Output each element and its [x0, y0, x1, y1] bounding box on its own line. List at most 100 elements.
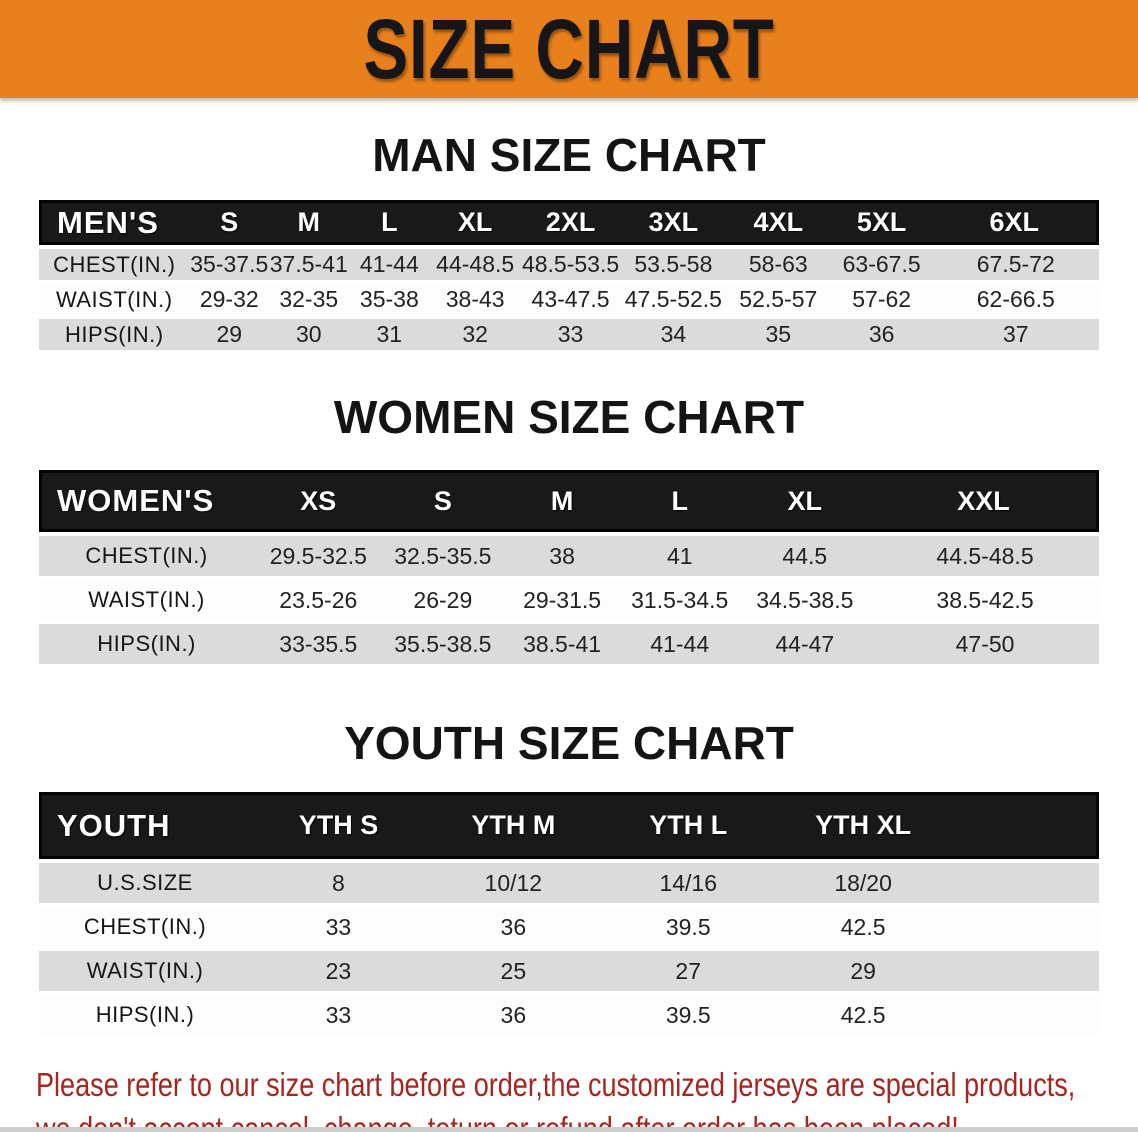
- table-row: HIPS(IN.) 29 30 31 32 33 34 35 36 37: [39, 319, 1099, 350]
- row-label: CHEST(IN.): [39, 249, 190, 280]
- column-header: YTH XL: [775, 792, 951, 859]
- mens-table-header-row: MEN'S S M L XL 2XL 3XL 4XL 5XL 6XL: [39, 200, 1099, 245]
- size-value: 33: [251, 907, 426, 947]
- size-value: 26-29: [382, 580, 504, 620]
- size-value: 67.5-72: [932, 249, 1099, 280]
- size-value: 41-44: [620, 624, 739, 664]
- size-value: 18/20: [775, 863, 951, 903]
- row-label: CHEST(IN.): [39, 907, 251, 947]
- filler-header: [950, 792, 1099, 859]
- row-label: WAIST(IN.): [39, 580, 255, 620]
- table-row: CHEST(IN.) 29.5-32.5 32.5-35.5 38 41 44.5 44.5…: [39, 536, 1099, 576]
- column-header: M: [269, 200, 349, 245]
- size-value: 52.5-57: [725, 284, 831, 315]
- size-value: 33-35.5: [254, 624, 383, 664]
- column-header: 6XL: [932, 200, 1099, 245]
- women-section-title: WOMEN SIZE CHART: [333, 391, 805, 443]
- column-header: 3XL: [620, 200, 726, 245]
- size-value: 36: [830, 319, 933, 350]
- column-header: L: [348, 200, 431, 245]
- size-value: 39.5: [600, 995, 776, 1035]
- column-header: YTH S: [251, 792, 426, 859]
- size-value: 37: [932, 319, 1099, 350]
- table-row: CHEST(IN.) 35-37.5 37.5-41 41-44 44-48.5 48.5…: [39, 249, 1099, 280]
- column-header: M: [503, 470, 621, 532]
- row-label: CHEST(IN.): [39, 536, 255, 576]
- column-header: YTH L: [600, 792, 776, 859]
- filler-cell: [950, 995, 1099, 1035]
- table-group-label: YOUTH: [39, 792, 251, 859]
- column-header: XL: [738, 470, 872, 532]
- women-table-wrap: WOMEN'S XS S M L XL XXL CHEST(IN.) 29.5-32.5 32.…: [0, 466, 1138, 668]
- mens-size-table: MEN'S S M L XL 2XL 3XL 4XL 5XL 6XL CHEST(IN.) 35-3…: [39, 196, 1099, 354]
- bottom-edge-strip: [0, 1127, 1138, 1132]
- size-value: 29.5-32.5: [254, 536, 383, 576]
- column-header: L: [620, 470, 739, 532]
- size-value: 42.5: [775, 995, 951, 1035]
- youth-size-table: YOUTH YTH S YTH M YTH L YTH XL U.S.SIZE 8 10/1…: [39, 788, 1099, 1039]
- table-row: CHEST(IN.) 33 36 39.5 42.5: [39, 907, 1099, 947]
- column-header: 5XL: [830, 200, 933, 245]
- column-header: YTH M: [425, 792, 601, 859]
- size-value: 63-67.5: [830, 249, 933, 280]
- size-value: 42.5: [775, 907, 951, 947]
- table-row: U.S.SIZE 8 10/12 14/16 18/20: [39, 863, 1099, 903]
- column-header: 2XL: [520, 200, 621, 245]
- size-value: 36: [425, 995, 601, 1035]
- size-value: 10/12: [425, 863, 601, 903]
- size-value: 41: [620, 536, 739, 576]
- size-value: 35-38: [348, 284, 431, 315]
- size-value: 36: [425, 907, 601, 947]
- size-value: 43-47.5: [520, 284, 621, 315]
- row-label: HIPS(IN.): [39, 319, 190, 350]
- filler-cell: [950, 863, 1099, 903]
- size-value: 35.5-38.5: [382, 624, 504, 664]
- womens-table-header-row: WOMEN'S XS S M L XL XXL: [39, 470, 1099, 532]
- youth-table-wrap: YOUTH YTH S YTH M YTH L YTH XL U.S.SIZE 8 10/1…: [0, 788, 1138, 1039]
- disclaimer-line-2: we don't accept cancel, change, teturn o…: [36, 1110, 959, 1132]
- column-header: S: [382, 470, 504, 532]
- row-label: HIPS(IN.): [39, 624, 255, 664]
- size-value: 44.5: [738, 536, 872, 576]
- size-value: 47-50: [871, 624, 1099, 664]
- size-value: 29: [775, 951, 951, 991]
- column-header: XXL: [871, 470, 1099, 532]
- size-value: 14/16: [600, 863, 776, 903]
- size-value: 29: [189, 319, 270, 350]
- size-value: 58-63: [725, 249, 831, 280]
- table-row: WAIST(IN.) 29-32 32-35 35-38 38-43 43-47.5 47.…: [39, 284, 1099, 315]
- men-section-title: MAN SIZE CHART: [372, 129, 766, 181]
- table-row: HIPS(IN.) 33 36 39.5 42.5: [39, 995, 1099, 1035]
- size-value: 23.5-26: [254, 580, 383, 620]
- size-value: 39.5: [600, 907, 776, 947]
- size-value: 37.5-41: [269, 249, 349, 280]
- size-value: 44-48.5: [430, 249, 521, 280]
- size-value: 35: [725, 319, 831, 350]
- size-chart-banner: SIZE CHART: [0, 0, 1138, 98]
- size-value: 38: [503, 536, 621, 576]
- table-group-label: WOMEN'S: [39, 470, 255, 532]
- size-value: 33: [251, 995, 426, 1035]
- row-label: WAIST(IN.): [39, 284, 190, 315]
- banner-title: SIZE CHART: [363, 1, 775, 96]
- size-value: 57-62: [830, 284, 933, 315]
- table-row: HIPS(IN.) 33-35.5 35.5-38.5 38.5-41 41-44 44-…: [39, 624, 1099, 664]
- filler-cell: [950, 951, 1099, 991]
- table-row: WAIST(IN.) 23 25 27 29: [39, 951, 1099, 991]
- size-value: 33: [520, 319, 621, 350]
- youth-table-header-row: YOUTH YTH S YTH M YTH L YTH XL: [39, 792, 1099, 859]
- size-value: 34.5-38.5: [738, 580, 872, 620]
- size-value: 38-43: [430, 284, 521, 315]
- table-group-label: MEN'S: [39, 200, 190, 245]
- row-label: WAIST(IN.): [39, 951, 251, 991]
- size-value: 27: [600, 951, 776, 991]
- size-value: 41-44: [348, 249, 431, 280]
- size-value: 29-31.5: [503, 580, 621, 620]
- size-value: 25: [425, 951, 601, 991]
- size-value: 8: [251, 863, 426, 903]
- youth-section-title: YOUTH SIZE CHART: [344, 717, 794, 769]
- size-value: 31.5-34.5: [620, 580, 739, 620]
- size-value: 32: [430, 319, 521, 350]
- size-value: 47.5-52.5: [620, 284, 726, 315]
- size-value: 44.5-48.5: [871, 536, 1099, 576]
